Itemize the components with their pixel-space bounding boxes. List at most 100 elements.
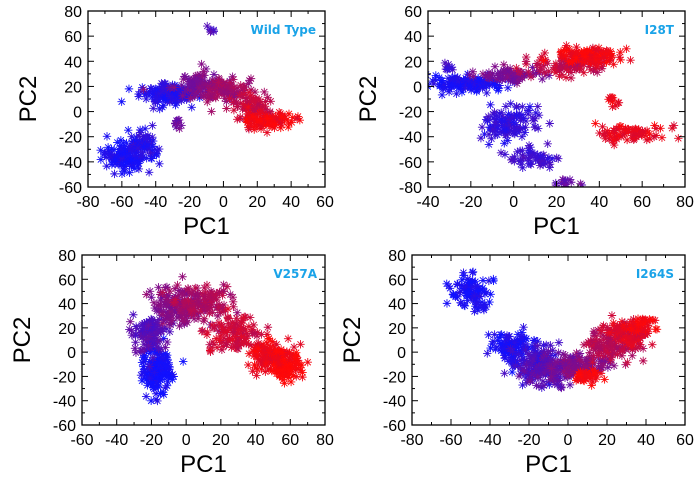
data-point-309 (584, 62, 594, 71)
data-point-384 (175, 124, 184, 133)
data-point-423 (169, 83, 179, 92)
data-point-633 (224, 319, 233, 328)
data-point-620 (516, 160, 526, 169)
data-point-749 (633, 342, 642, 352)
data-point-318 (521, 345, 530, 355)
data-point-253 (535, 60, 545, 69)
data-point-509 (579, 361, 588, 371)
data-point-378 (152, 94, 162, 104)
data-point-711 (637, 129, 646, 138)
data-point-562 (203, 90, 212, 100)
data-point-390 (178, 91, 187, 101)
data-point-601 (217, 322, 227, 332)
data-point-204 (161, 343, 170, 352)
x-tick-label: 0 (219, 194, 228, 211)
data-point-645 (235, 91, 245, 100)
data-point-569 (500, 116, 509, 126)
data-point-235 (157, 293, 167, 303)
data-point-5 (163, 377, 172, 386)
x-tick-label: 40 (282, 194, 300, 211)
data-point-862 (273, 366, 282, 375)
data-point-143 (142, 374, 151, 383)
data-point-296 (148, 323, 157, 332)
data-point-93 (398, 76, 406, 84)
x-tick-label: 0 (564, 432, 573, 449)
data-point-572 (221, 88, 231, 97)
data-point-582 (600, 375, 609, 384)
y-tick-label: 80 (64, 4, 82, 21)
data-point-355 (142, 290, 151, 299)
data-point-619 (215, 336, 224, 345)
data-point-419 (157, 310, 167, 319)
data-point-335 (548, 346, 557, 355)
data-point-666 (246, 101, 256, 111)
data-point-277 (127, 330, 136, 340)
data-point-671 (293, 112, 303, 121)
data-point-649 (246, 91, 255, 100)
data-point-127 (134, 159, 143, 168)
data-point-409 (156, 307, 166, 316)
data-point-593 (587, 381, 596, 390)
data-point-575 (209, 340, 219, 349)
data-point-336 (537, 356, 547, 365)
data-point-38 (169, 372, 178, 381)
data-point-92 (470, 307, 479, 316)
data-point-709 (612, 134, 621, 144)
data-point-109 (138, 367, 148, 376)
data-point-170 (528, 63, 537, 72)
data-point-568 (492, 111, 501, 120)
data-point-443 (580, 48, 590, 57)
data-point-181 (142, 153, 151, 163)
data-point-354 (171, 100, 180, 110)
data-point-872 (287, 365, 297, 375)
data-point-601 (535, 161, 545, 170)
data-point-442 (164, 291, 174, 300)
data-point-207 (469, 72, 478, 81)
data-point-212 (496, 68, 506, 78)
data-point-160 (486, 343, 495, 353)
data-point-828 (266, 355, 275, 364)
data-point-96 (472, 298, 482, 307)
data-point-230 (129, 310, 138, 319)
data-point-45 (452, 291, 461, 300)
data-point-313 (537, 52, 546, 62)
data-point-845 (645, 315, 654, 324)
data-point-664 (261, 105, 270, 114)
data-point-632 (557, 179, 566, 187)
data-point-659 (228, 335, 237, 345)
data-point-262 (518, 380, 527, 390)
data-point-839 (632, 317, 642, 326)
data-point-583 (227, 88, 237, 98)
data-point-538 (517, 132, 527, 141)
data-point-197 (507, 339, 516, 348)
data-point-149 (453, 73, 462, 82)
data-point-221 (506, 344, 515, 353)
data-point-561 (218, 291, 227, 300)
data-point-223 (512, 68, 522, 78)
data-point-796 (258, 354, 268, 363)
data-point-177 (139, 132, 148, 141)
data-point-278 (524, 349, 534, 359)
panel-title: V257A (273, 267, 317, 281)
data-point-230 (530, 340, 540, 350)
data-point-303 (142, 89, 151, 98)
data-point-212 (520, 340, 530, 350)
data-point-698 (588, 357, 597, 367)
data-point-654 (250, 108, 259, 118)
data-point-236 (136, 331, 145, 340)
data-point-668 (233, 344, 243, 354)
data-point-136 (178, 357, 188, 366)
data-point-292 (151, 84, 160, 94)
data-point-589 (211, 93, 220, 103)
data-point-618 (552, 153, 561, 162)
data-point-560 (194, 297, 203, 307)
data-point-379 (174, 86, 183, 95)
data-point-116 (507, 367, 517, 377)
data-point-515 (178, 291, 187, 300)
data-point-450 (533, 372, 542, 382)
data-point-100 (165, 365, 174, 374)
data-point-258 (155, 315, 164, 324)
y-tick-label: 60 (404, 4, 422, 21)
data-point-382 (527, 361, 536, 370)
data-point-143 (130, 164, 140, 173)
